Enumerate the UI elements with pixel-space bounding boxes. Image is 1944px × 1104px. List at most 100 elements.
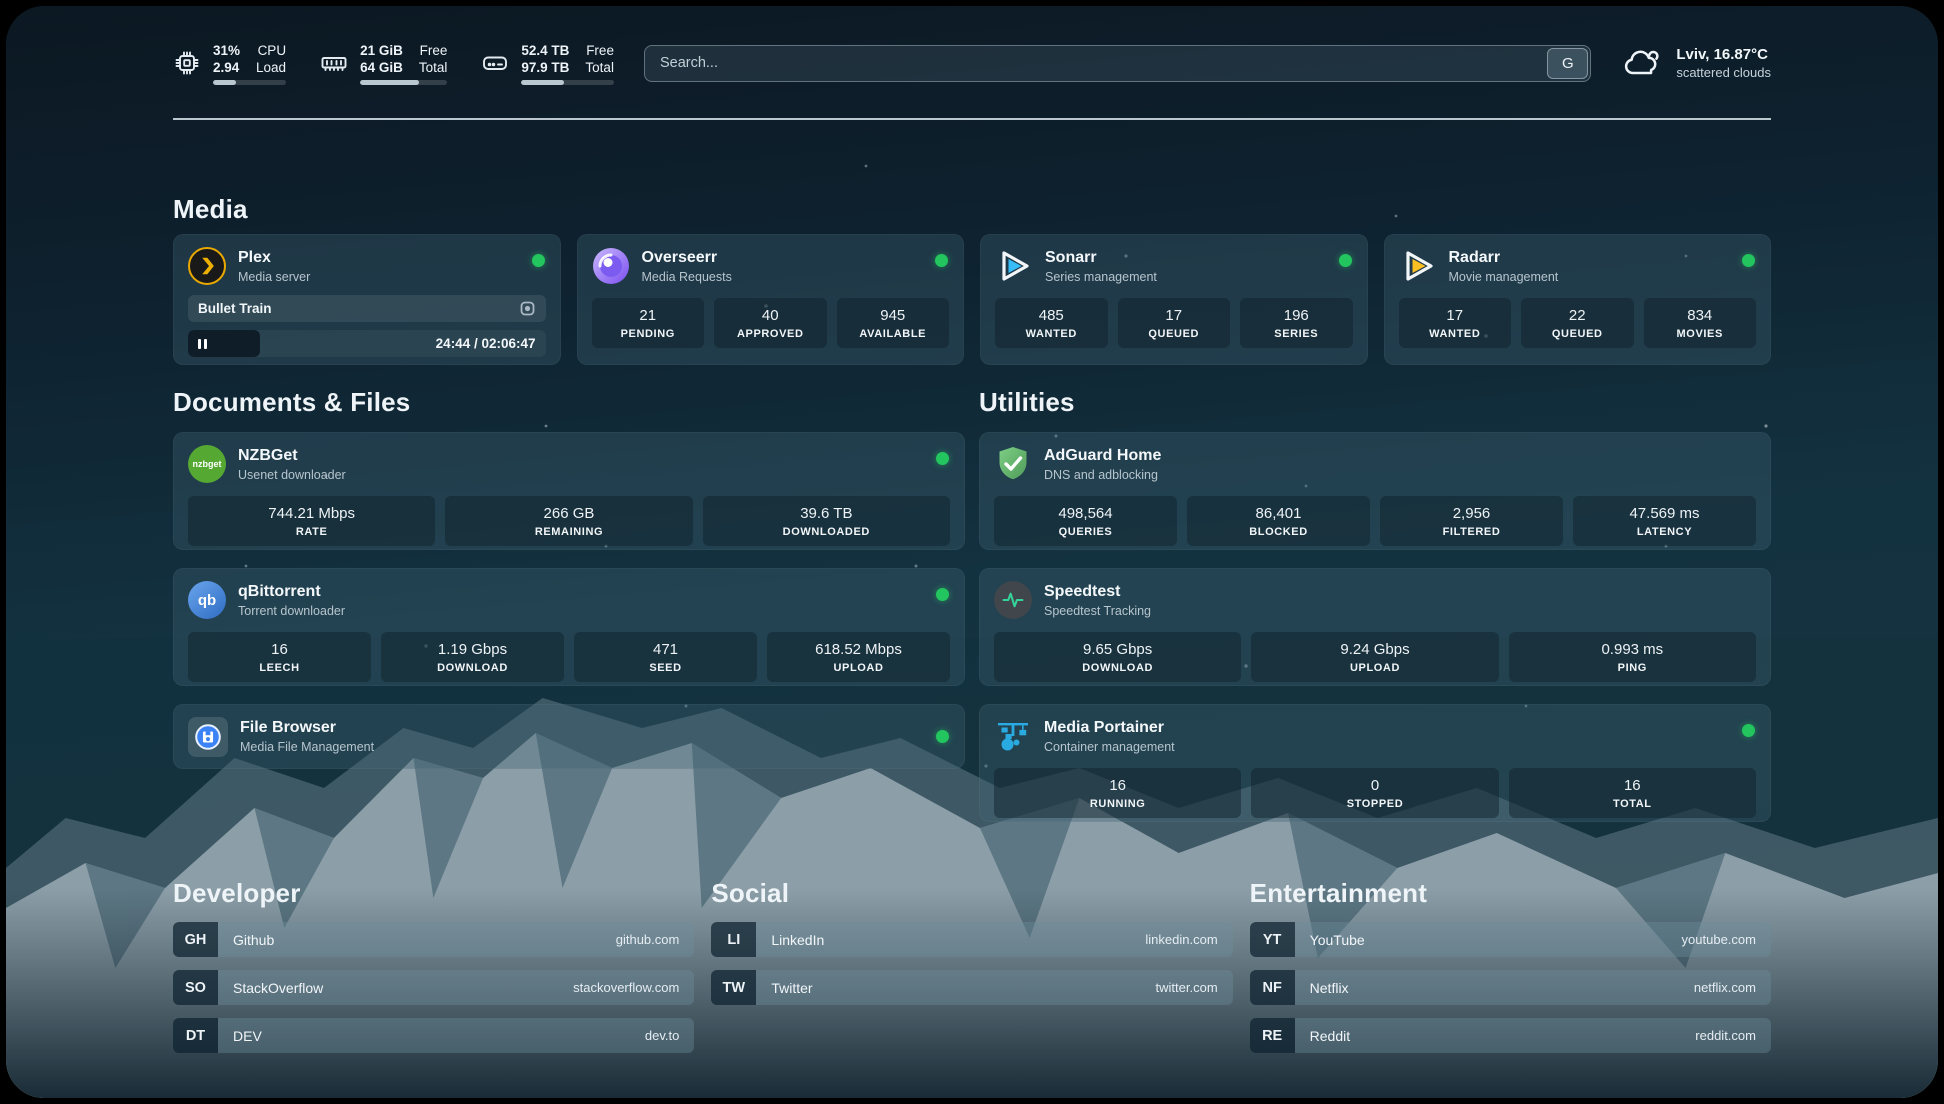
radarr-header: Radarr Movie management	[1399, 247, 1757, 285]
status-dot	[1742, 724, 1755, 737]
bookmark-github[interactable]: GH Github github.com	[173, 922, 694, 957]
app-card-adguard[interactable]: AdGuard Home DNS and adblocking 498,564 …	[979, 432, 1771, 550]
radarr-stat-queued: 22 QUEUED	[1521, 298, 1634, 348]
section-title-utilities: Utilities	[979, 387, 1771, 418]
search-input[interactable]	[644, 45, 1591, 82]
dashboard-page: 31%2.94 CPULoad	[6, 6, 1938, 1098]
memory-widget: 21 GiB64 GiB FreeTotal	[320, 42, 447, 85]
bookmark-youtube[interactable]: YT YouTube youtube.com	[1250, 922, 1771, 957]
speedtest-stats: 9.65 Gbps DOWNLOAD 9.24 Gbps UPLOAD 0.99…	[994, 632, 1756, 682]
bookmark-url: netflix.com	[1694, 980, 1756, 995]
section-title-social: Social	[711, 878, 1232, 909]
overseerr-icon	[592, 247, 630, 285]
bookmark-abbr: NF	[1250, 970, 1295, 1005]
app-card-overseerr[interactable]: Overseerr Media Requests 21 PENDING 40 A…	[577, 234, 965, 365]
app-desc: Torrent downloader	[238, 604, 345, 618]
app-desc: Usenet downloader	[238, 468, 346, 482]
status-dot	[1339, 254, 1352, 267]
qbittorrent-stat-leech: 16 LEECH	[188, 632, 371, 682]
app-name: NZBGet	[238, 447, 346, 465]
status-dot	[936, 452, 949, 465]
bookmarks-developer: Developer GH Github github.com SO StackO…	[173, 878, 694, 1066]
bookmark-linkedin[interactable]: LI LinkedIn linkedin.com	[711, 922, 1232, 957]
app-desc: Movie management	[1449, 270, 1559, 284]
plex-now-playing-row: Bullet Train	[188, 295, 546, 322]
sonarr-header: Sonarr Series management	[995, 247, 1353, 285]
system-widgets: 31%2.94 CPULoad	[173, 42, 614, 85]
bookmark-stackoverflow[interactable]: SO StackOverflow stackoverflow.com	[173, 970, 694, 1005]
adguard-stat-queries: 498,564 QUERIES	[994, 496, 1177, 546]
app-name: Media Portainer	[1044, 719, 1175, 737]
bookmark-abbr: SO	[173, 970, 218, 1005]
documents-column: Documents & Files nzbget NZBGet Usenet d…	[173, 387, 965, 822]
speedtest-pulse-icon	[994, 581, 1032, 619]
status-dot	[1742, 254, 1755, 267]
bookmark-name: Netflix	[1310, 980, 1349, 996]
app-card-radarr[interactable]: Radarr Movie management 17 WANTED 22 QUE…	[1384, 234, 1772, 365]
app-name: Overseerr	[642, 249, 732, 267]
portainer-stat-total: 16 TOTAL	[1509, 768, 1756, 818]
plex-header: Plex Media server	[188, 247, 546, 285]
bookmark-reddit[interactable]: RE Reddit reddit.com	[1250, 1018, 1771, 1053]
app-card-qbittorrent[interactable]: qb qBittorrent Torrent downloader 16 LEE…	[173, 568, 965, 686]
app-card-portainer[interactable]: Media Portainer Container management 16 …	[979, 704, 1771, 822]
header-divider	[173, 118, 1771, 120]
overseerr-stat-pending: 21 PENDING	[592, 298, 705, 348]
portainer-stat-stopped: 0 STOPPED	[1251, 768, 1498, 818]
plex-progress-row: 24:44 / 02:06:47	[188, 330, 546, 357]
bookmark-name: Github	[233, 932, 274, 948]
qbittorrent-stat-upload: 618.52 Mbps UPLOAD	[767, 632, 950, 682]
top-bar: 31%2.94 CPULoad	[173, 38, 1771, 88]
memory-values: 21 GiB64 GiB	[360, 42, 403, 76]
bookmarks-entertainment: Entertainment YT YouTube youtube.com NF …	[1250, 878, 1771, 1066]
bookmark-dev[interactable]: DT DEV dev.to	[173, 1018, 694, 1053]
bookmark-url: github.com	[616, 932, 680, 947]
app-card-filebrowser[interactable]: File Browser Media File Management	[173, 704, 965, 769]
bookmark-abbr: GH	[173, 922, 218, 957]
app-card-plex[interactable]: Plex Media server Bullet Train	[173, 234, 561, 365]
search-engine-button[interactable]: G	[1547, 48, 1588, 79]
session-screen-icon[interactable]	[519, 300, 536, 317]
speedtest-stat-ping: 0.993 ms PING	[1509, 632, 1756, 682]
qbittorrent-icon: qb	[188, 581, 226, 619]
app-card-speedtest[interactable]: Speedtest Speedtest Tracking 9.65 Gbps D…	[979, 568, 1771, 686]
adguard-shield-icon	[994, 445, 1032, 483]
disk-progressbar	[521, 80, 614, 85]
app-name: Speedtest	[1044, 583, 1151, 601]
weather-condition: scattered clouds	[1676, 65, 1771, 80]
app-card-sonarr[interactable]: Sonarr Series management 485 WANTED 17 Q…	[980, 234, 1368, 365]
overseerr-stat-available: 945 AVAILABLE	[837, 298, 950, 348]
bookmark-abbr: LI	[711, 922, 756, 957]
overseerr-stats: 21 PENDING 40 APPROVED 945 AVAILABLE	[592, 298, 950, 348]
qbittorrent-stats: 16 LEECH 1.19 Gbps DOWNLOAD 471 SEED	[188, 632, 950, 682]
bookmark-netflix[interactable]: NF Netflix netflix.com	[1250, 970, 1771, 1005]
bookmark-twitter[interactable]: TW Twitter twitter.com	[711, 970, 1232, 1005]
app-name: Sonarr	[1045, 249, 1157, 267]
disk-widget: 52.4 TB97.9 TB FreeTotal	[481, 42, 614, 85]
portainer-stats: 16 RUNNING 0 STOPPED 16 TOTAL	[994, 768, 1756, 818]
plex-icon	[188, 247, 226, 285]
bookmark-name: Reddit	[1310, 1028, 1350, 1044]
sonarr-stat-queued: 17 QUEUED	[1118, 298, 1231, 348]
portainer-crane-icon	[994, 717, 1032, 755]
app-name: AdGuard Home	[1044, 447, 1161, 465]
adguard-stat-blocked: 86,401 BLOCKED	[1187, 496, 1370, 546]
bookmark-name: StackOverflow	[233, 980, 323, 996]
adguard-header: AdGuard Home DNS and adblocking	[994, 445, 1756, 483]
portainer-header: Media Portainer Container management	[994, 717, 1756, 755]
cpu-progressbar	[213, 80, 286, 85]
bookmark-name: YouTube	[1310, 932, 1365, 948]
app-desc: Series management	[1045, 270, 1157, 284]
qbittorrent-stat-seed: 471 SEED	[574, 632, 757, 682]
memory-labels: FreeTotal	[419, 42, 448, 76]
bookmark-abbr: RE	[1250, 1018, 1295, 1053]
pause-icon[interactable]	[198, 339, 207, 349]
app-desc: DNS and adblocking	[1044, 468, 1161, 482]
qbittorrent-header: qb qBittorrent Torrent downloader	[188, 581, 950, 619]
playback-time: 24:44 / 02:06:47	[436, 336, 546, 351]
weather-widget: Lviv, 16.87°C scattered clouds	[1621, 46, 1771, 80]
bookmark-name: DEV	[233, 1028, 262, 1044]
section-title-entertainment: Entertainment	[1250, 878, 1771, 909]
app-card-nzbget[interactable]: nzbget NZBGet Usenet downloader 744.21 M…	[173, 432, 965, 550]
now-playing-title: Bullet Train	[198, 301, 272, 316]
